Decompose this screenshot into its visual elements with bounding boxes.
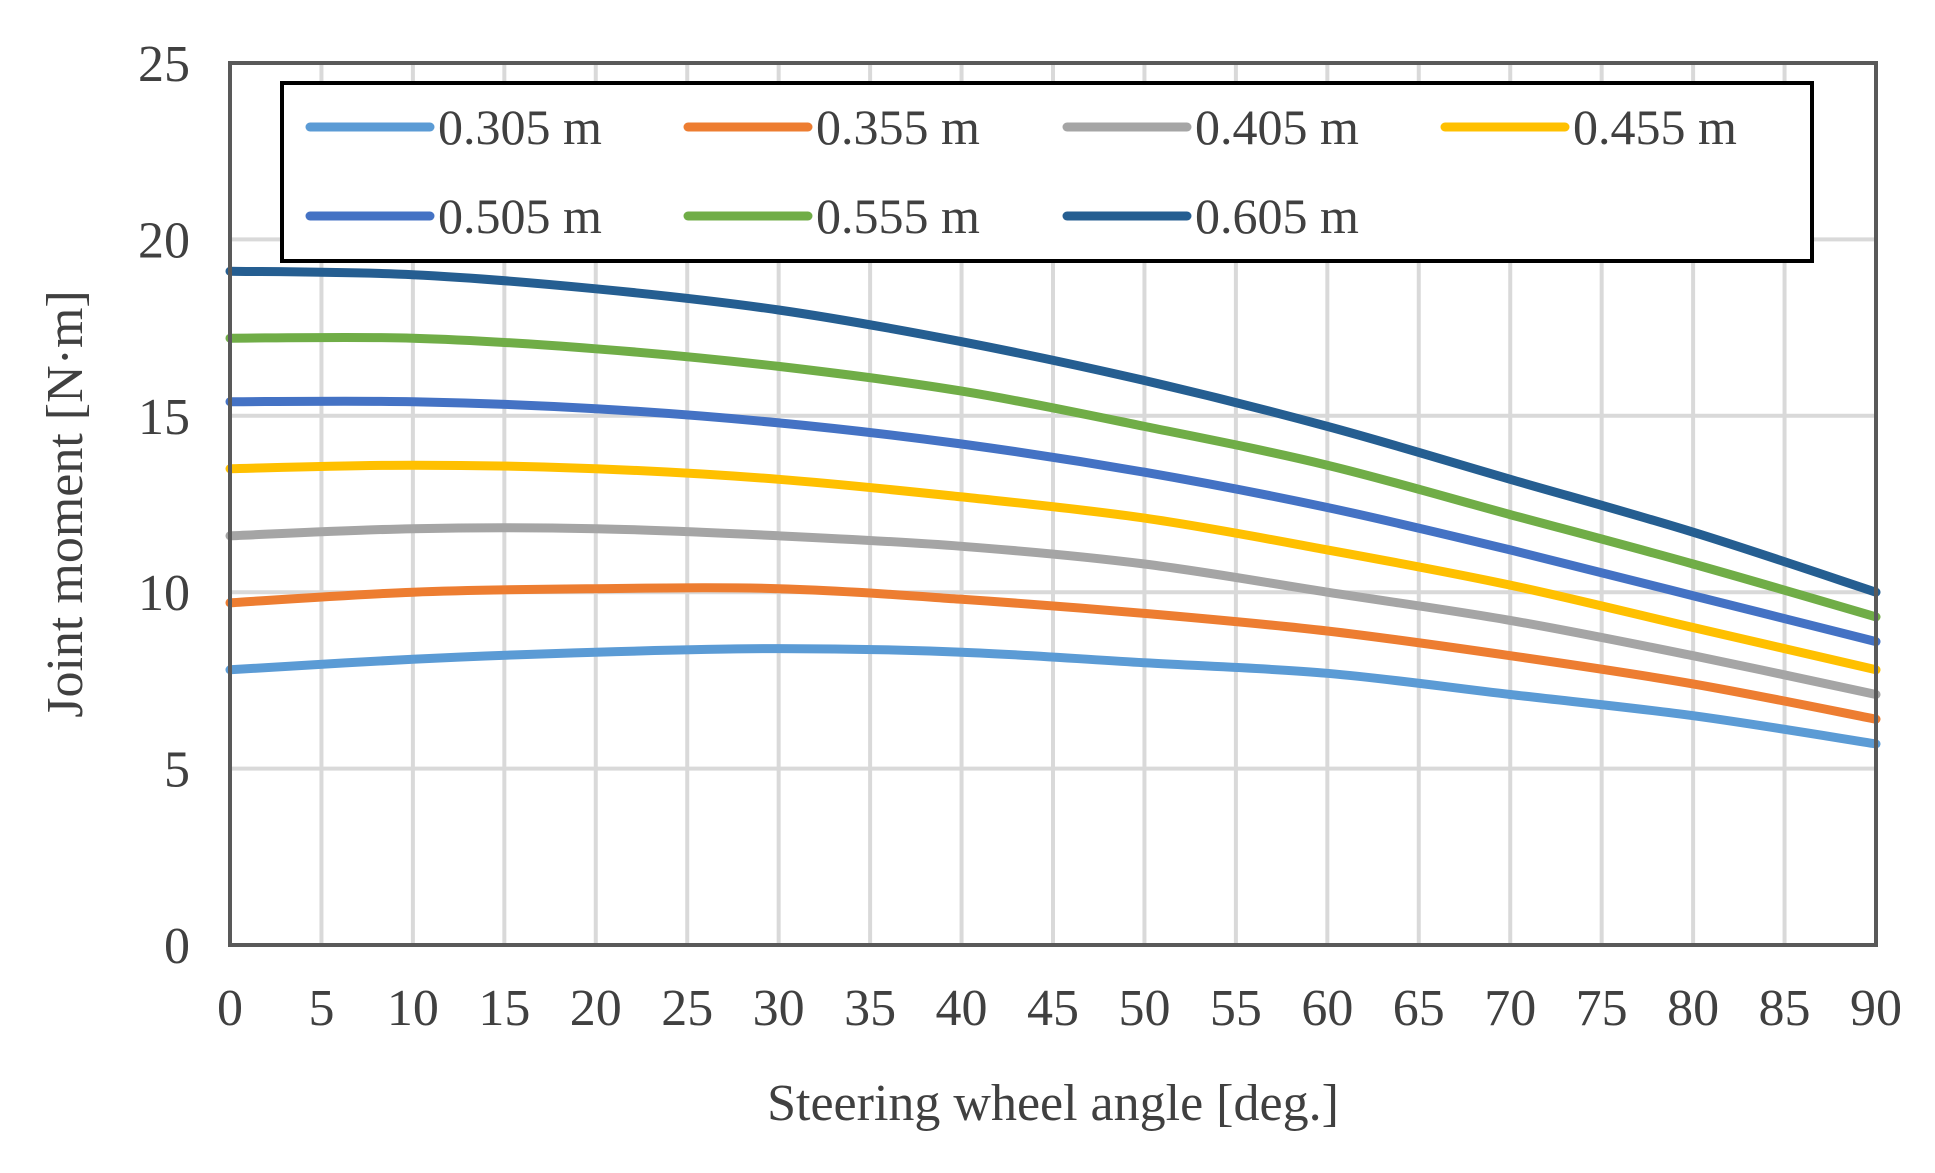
x-tick-label: 75 <box>1576 980 1628 1037</box>
x-tick-label: 65 <box>1393 980 1445 1037</box>
x-tick-label: 80 <box>1667 980 1719 1037</box>
legend-label: 0.555 m <box>816 188 980 244</box>
x-tick-label: 85 <box>1759 980 1811 1037</box>
series-line-0-305-m <box>225 644 1881 749</box>
x-tick-labels: 0 5 10 15 20 25 30 35 40 45 50 55 60 65 70 75 80 85 90 <box>217 980 1902 1037</box>
series-line-0-605-m <box>225 266 1881 597</box>
legend-label: 0.605 m <box>1195 188 1359 244</box>
x-tick-label: 40 <box>936 980 988 1037</box>
legend-label: 0.305 m <box>438 99 602 155</box>
y-tick-label: 0 <box>164 918 190 975</box>
series-line-0-455-m <box>225 460 1881 675</box>
y-tick-label: 10 <box>138 565 190 622</box>
x-tick-label: 60 <box>1301 980 1353 1037</box>
series-line-0-405-m <box>225 523 1881 699</box>
series-lines <box>225 266 1881 749</box>
x-tick-label: 55 <box>1210 980 1262 1037</box>
x-tick-label: 70 <box>1484 980 1536 1037</box>
x-tick-label: 5 <box>308 980 334 1037</box>
series-line-0-505-m <box>225 396 1881 647</box>
x-tick-label: 45 <box>1027 980 1079 1037</box>
y-tick-label: 15 <box>138 389 190 446</box>
legend: 0.305 m 0.355 m 0.405 m 0.455 m 0.505 m 0.555… <box>280 81 1814 263</box>
y-tick-labels: 0 5 10 15 20 25 <box>138 36 190 975</box>
y-tick-label: 20 <box>138 212 190 269</box>
series-line-0-355-m <box>225 583 1881 724</box>
legend-label: 0.355 m <box>816 99 980 155</box>
x-tick-label: 25 <box>661 980 713 1037</box>
x-tick-label: 20 <box>570 980 622 1037</box>
x-tick-label: 50 <box>1118 980 1170 1037</box>
legend-label: 0.405 m <box>1195 99 1359 155</box>
x-tick-label: 10 <box>387 980 439 1037</box>
legend-label: 0.505 m <box>438 188 602 244</box>
plot-frame <box>228 61 1878 947</box>
x-tick-label: 90 <box>1850 980 1902 1037</box>
x-tick-label: 0 <box>217 980 243 1037</box>
x-tick-label: 30 <box>753 980 805 1037</box>
legend-box <box>280 81 1814 263</box>
y-axis-title: Joint moment [N·m] <box>37 290 94 718</box>
y-tick-label: 25 <box>138 36 190 93</box>
y-tick-label: 5 <box>164 742 190 799</box>
x-tick-label: 15 <box>478 980 530 1037</box>
x-tick-label: 35 <box>844 980 896 1037</box>
series-line-0-555-m <box>225 332 1881 622</box>
legend-label: 0.455 m <box>1573 99 1737 155</box>
x-axis-title: Steering wheel angle [deg.] <box>767 1075 1339 1132</box>
